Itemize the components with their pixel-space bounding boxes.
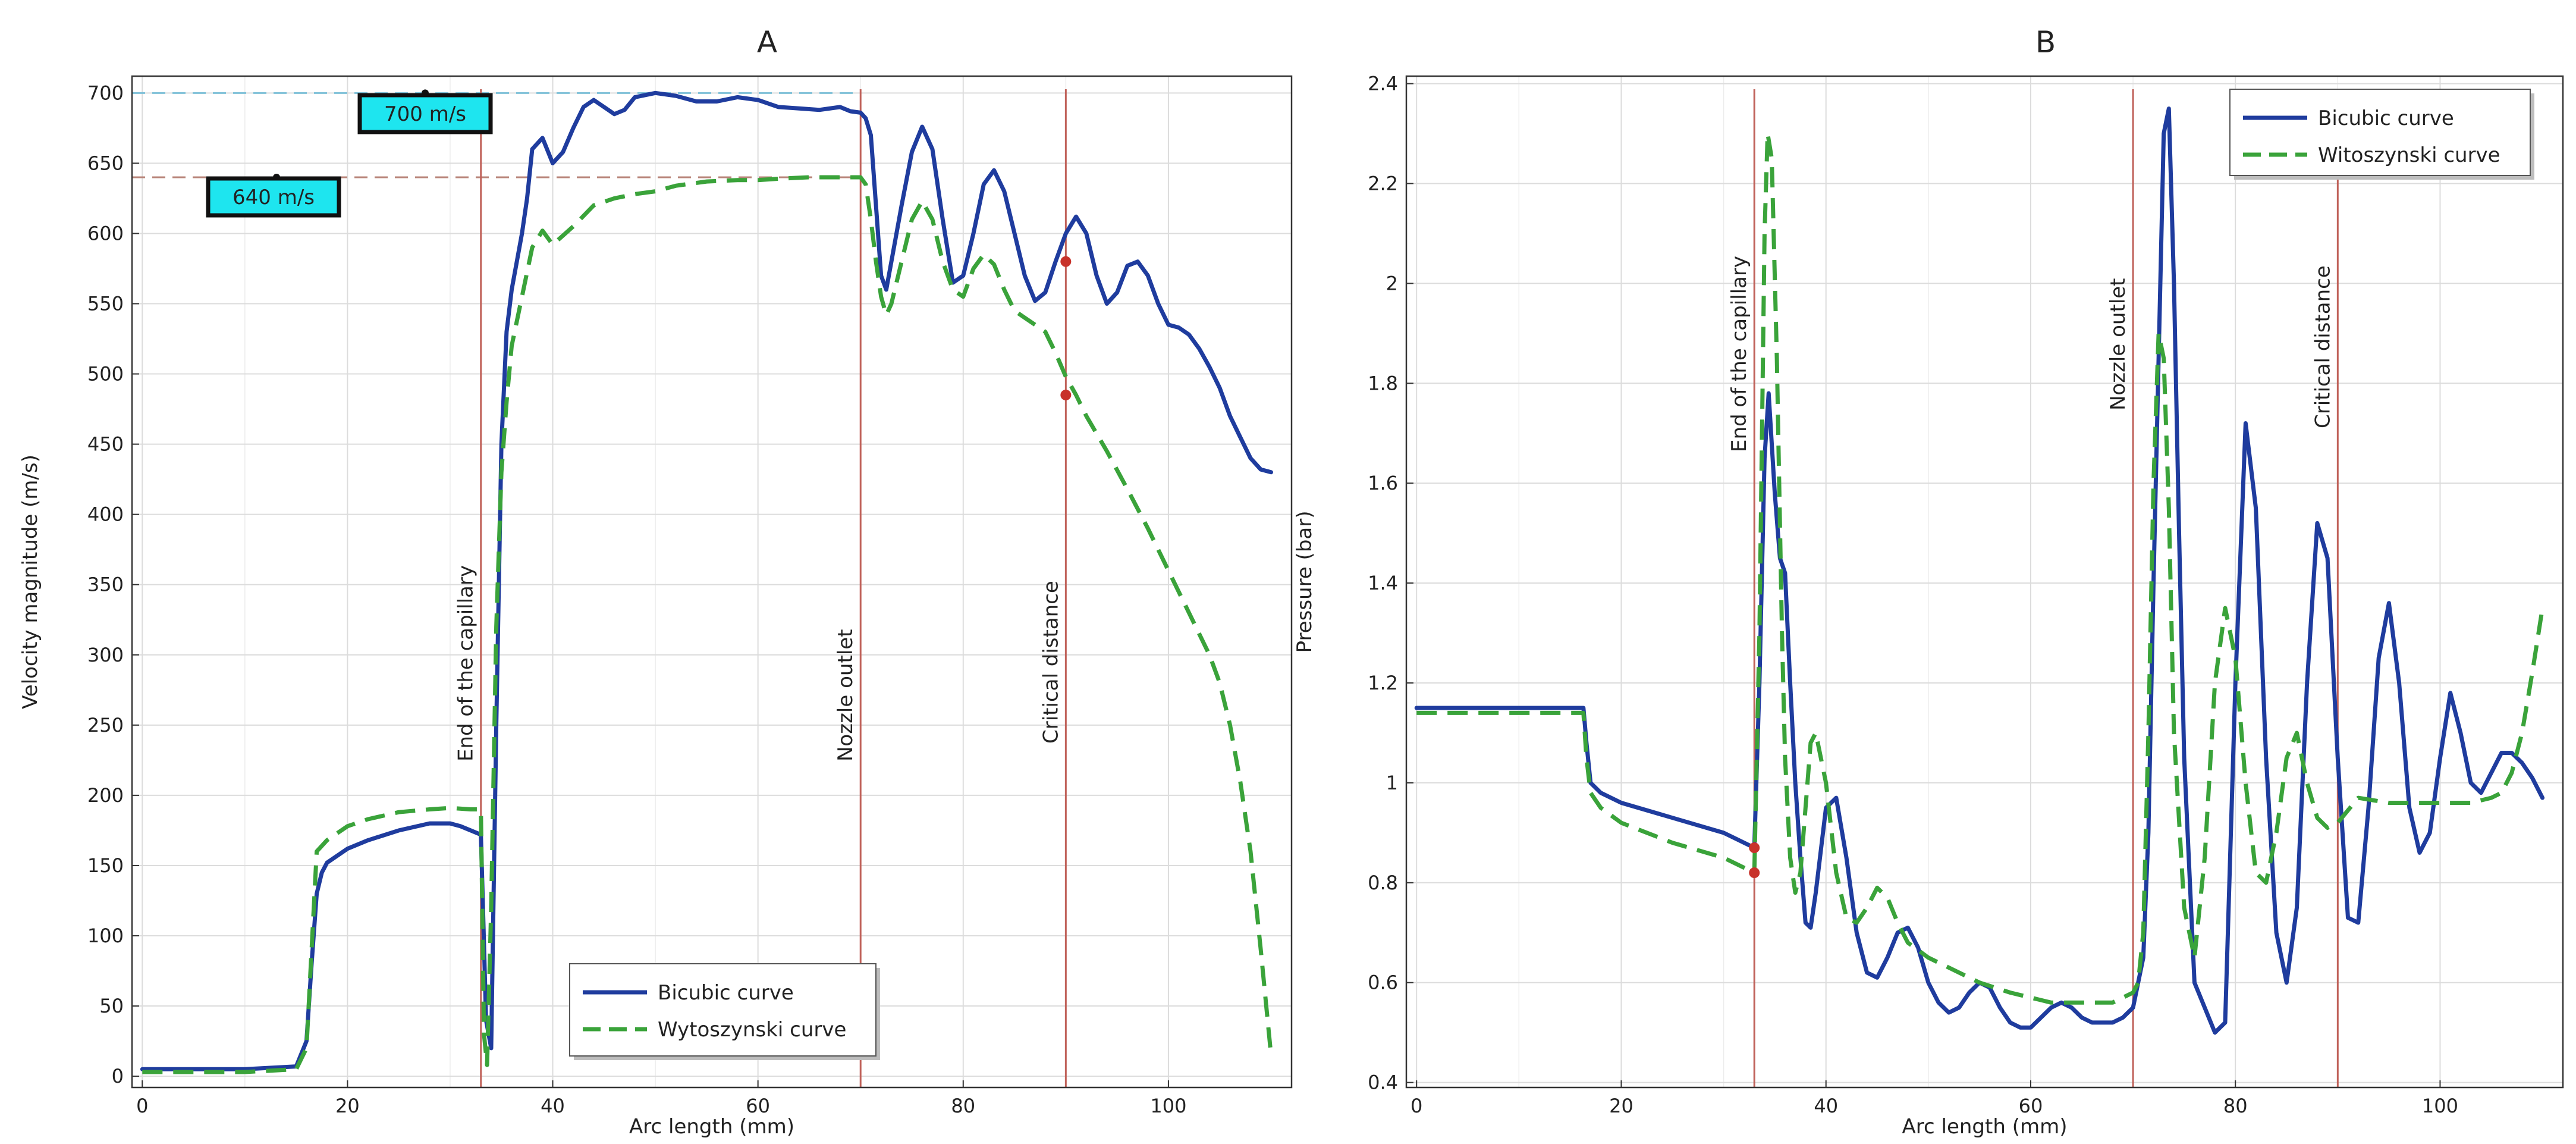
y-tick-label: 200 <box>87 784 124 807</box>
plot-area <box>132 76 1292 1087</box>
x-tick-label: 60 <box>746 1095 770 1117</box>
series-line <box>142 175 1273 1074</box>
legend-label: Wytoszynski curve <box>658 1018 846 1042</box>
chart-title: B <box>2035 25 2056 59</box>
vertical-marker-label: Nozzle outlet <box>834 629 857 761</box>
y-tick-label: 50 <box>99 995 124 1017</box>
x-tick-label: 0 <box>136 1095 148 1117</box>
y-tick-label: 0.8 <box>1368 872 1398 894</box>
vertical-marker-label: Critical distance <box>1039 581 1063 744</box>
vertical-marker-label: Critical distance <box>2311 265 2335 428</box>
y-tick-label: 1 <box>1386 772 1398 794</box>
y-tick-label: 0.4 <box>1368 1071 1398 1094</box>
annotation-label: 700 m/s <box>384 102 466 126</box>
annotation-label: 640 m/s <box>233 186 315 209</box>
vertical-marker-label: End of the capillary <box>1727 256 1751 452</box>
y-axis-label: Pressure (bar) <box>1293 511 1317 653</box>
y-tick-label: 1.2 <box>1368 672 1398 694</box>
data-marker-point <box>1060 389 1072 400</box>
y-axis-label: Velocity magnitude (m/s) <box>18 455 42 709</box>
x-tick-label: 20 <box>335 1095 360 1117</box>
x-tick-label: 40 <box>541 1095 565 1117</box>
x-tick-label: 80 <box>951 1095 975 1117</box>
x-axis-label: Arc length (mm) <box>629 1115 794 1139</box>
y-tick-label: 100 <box>87 924 124 947</box>
y-tick-label: 150 <box>87 854 124 877</box>
data-marker-point <box>1749 842 1760 854</box>
y-tick-label: 500 <box>87 363 124 385</box>
x-tick-label: 20 <box>1609 1095 1633 1117</box>
legend-box <box>569 963 877 1057</box>
plot-frame <box>131 75 1293 1089</box>
y-tick-label: 300 <box>87 644 124 666</box>
series-line <box>1414 106 2545 1035</box>
vertical-marker-label: Nozzle outlet <box>2106 278 2130 410</box>
x-tick-label: 100 <box>2422 1095 2458 1117</box>
annotation-box <box>357 93 493 134</box>
legend-label: Bicubic curve <box>2318 106 2454 130</box>
y-tick-label: 650 <box>87 152 124 174</box>
y-tick-label: 700 <box>87 82 124 104</box>
y-tick-label: 600 <box>87 222 124 245</box>
x-tick-label: 60 <box>2019 1095 2043 1117</box>
y-tick-label: 1.6 <box>1368 472 1398 494</box>
panel-b: 0 20 40 60 80 100 0.4 0.6 0.8 1 1.2 1.4 1.6 1.8 2 2.2 2.… <box>1293 25 2564 1139</box>
data-marker-point <box>1060 256 1072 267</box>
plot-frame <box>1405 75 2564 1089</box>
plot-area <box>1406 76 2563 1087</box>
x-axis-label: Arc length (mm) <box>1902 1115 2068 1139</box>
y-tick-label: 0 <box>112 1065 124 1087</box>
data-marker-point <box>1749 867 1760 879</box>
y-tick-label: 1.8 <box>1368 372 1398 394</box>
y-tick-label: 0.6 <box>1368 971 1398 994</box>
y-tick-label: 2 <box>1386 272 1398 294</box>
y-tick-label: 400 <box>87 503 124 526</box>
panel-a: 0 20 40 60 80 100 0 50 100 150 200 250 300 350 400 450 5… <box>18 25 1293 1139</box>
x-tick-label: 40 <box>1814 1095 1838 1117</box>
legend-label: Bicubic curve <box>658 981 794 1005</box>
x-tick-label: 100 <box>1150 1095 1186 1117</box>
legend-box <box>2229 89 2531 176</box>
y-tick-label: 450 <box>87 433 124 456</box>
y-tick-label: 1.4 <box>1368 572 1398 594</box>
chart-title: A <box>757 25 777 59</box>
x-tick-label: 80 <box>2223 1095 2248 1117</box>
y-tick-label: 350 <box>87 573 124 596</box>
vertical-marker-label: End of the capillary <box>454 565 478 761</box>
y-tick-label: 2.4 <box>1368 73 1398 95</box>
series-line <box>1416 131 2545 1005</box>
series-line <box>140 90 1273 1071</box>
y-tick-label: 550 <box>87 293 124 315</box>
y-tick-label: 250 <box>87 714 124 736</box>
y-tick-label: 2.2 <box>1368 172 1398 195</box>
x-tick-label: 0 <box>1410 1095 1422 1117</box>
legend-label: Witoszynski curve <box>2318 143 2500 167</box>
annotation-box <box>206 176 341 218</box>
